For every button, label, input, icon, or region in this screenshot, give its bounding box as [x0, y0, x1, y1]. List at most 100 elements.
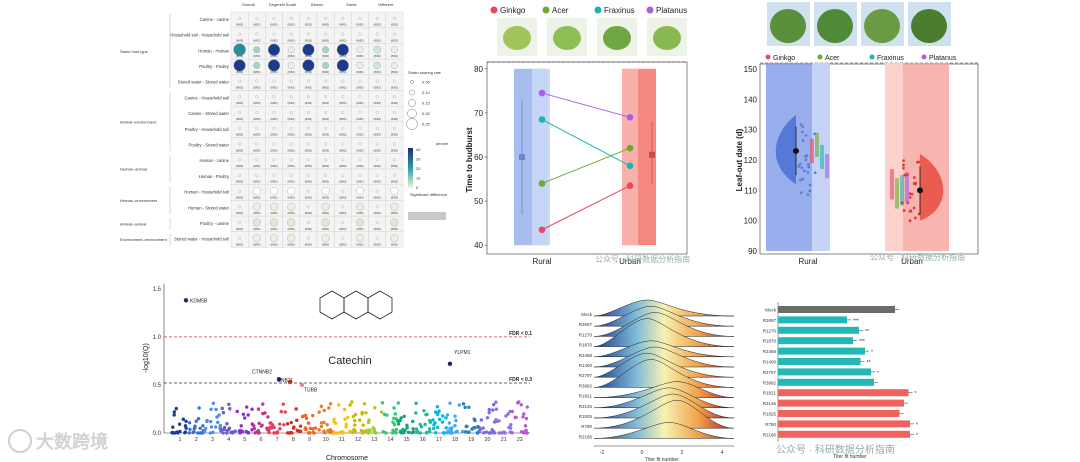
heatmap-dot	[358, 111, 362, 114]
heatmap-cell-count: (8/82)	[374, 211, 381, 215]
significance-stars: **	[867, 360, 871, 366]
heatmap-dot	[392, 16, 396, 20]
snp-point	[435, 425, 440, 430]
snp-point	[508, 426, 513, 430]
x-tick-label: 15	[404, 437, 410, 443]
heatmap-cell-count: (8/82)	[356, 54, 363, 58]
x-tick-label: 21	[501, 437, 507, 443]
size-legend-value: 0.10	[422, 90, 431, 95]
heatmap-cell-count: (8/82)	[391, 148, 398, 152]
snp-point	[364, 411, 368, 415]
heatmap-dot	[238, 79, 242, 83]
urban-point	[913, 216, 917, 220]
heatmap-dot	[336, 59, 349, 72]
x-tick-label: 6	[259, 437, 262, 443]
ridge-row-label: R1870	[579, 343, 593, 348]
heatmap-row-label: Poultry - Stored water	[189, 142, 230, 147]
snp-point	[491, 430, 496, 434]
heatmap-column-header: Kilamo	[311, 2, 324, 7]
snp-point	[201, 424, 205, 428]
gene-label: GNB2L	[277, 378, 294, 384]
snp-point	[467, 405, 471, 410]
snp-point	[424, 412, 428, 417]
snp-point	[478, 428, 482, 433]
heatmap-dot	[306, 16, 310, 20]
size-legend-circle	[406, 118, 418, 130]
urban-point	[626, 182, 634, 189]
heatmap-dot	[375, 189, 379, 193]
snp-point	[484, 430, 489, 434]
snp-point	[304, 427, 308, 432]
colorbar	[408, 148, 413, 188]
snp-point	[319, 424, 324, 429]
heatmap-dot	[392, 95, 396, 99]
urban-point	[908, 219, 912, 223]
heatmap-dot	[390, 202, 399, 211]
rural-point	[800, 166, 804, 170]
heatmap-cell-count: (8/82)	[374, 101, 381, 105]
rural-boxplot	[810, 138, 814, 164]
heatmap-dot	[392, 126, 396, 130]
size-legend-circle	[408, 99, 416, 107]
heatmap-cell-count: (8/82)	[236, 54, 243, 58]
urban-point	[908, 196, 912, 199]
urban-point	[908, 192, 912, 196]
significance-stars: *	[916, 422, 918, 428]
heatmap-dot	[375, 95, 379, 99]
heatmap-cell-count: (8/82)	[253, 86, 260, 90]
x-category-label: Urban	[901, 257, 923, 266]
snp-point	[317, 410, 321, 414]
sig-legend-label: Significant difference (adjusted p < 0.0…	[410, 192, 448, 197]
snp-point	[373, 406, 377, 410]
snp-point	[494, 407, 499, 411]
snp-point	[418, 422, 422, 427]
rural-point	[813, 171, 817, 175]
heatmap-dot	[306, 79, 310, 83]
snp-point	[524, 416, 529, 421]
heatmap-dot	[341, 32, 345, 36]
snp-point	[448, 431, 453, 435]
colorbar-title: percent	[436, 141, 448, 146]
heatmap-dot	[322, 62, 329, 69]
y-tick-label: 80	[474, 65, 483, 74]
heatmap-dot	[341, 16, 345, 20]
urban-point	[900, 201, 904, 205]
snp-point	[261, 402, 265, 406]
urban-point	[912, 206, 916, 210]
heatmap-cell-count: (8/82)	[322, 54, 329, 58]
y-axis-label: -log10(Q)	[143, 343, 150, 373]
rural-point	[802, 169, 806, 173]
urban-point	[912, 176, 916, 179]
snp-point	[513, 415, 518, 420]
heatmap-group-label: Animal–animal	[120, 221, 146, 226]
urban-band-light	[622, 68, 638, 246]
snp-point	[436, 411, 440, 415]
heatmap-cell-count: (8/82)	[322, 164, 329, 168]
snp-point	[205, 418, 209, 423]
heatmap-row-label: Household soil - Household soil	[170, 33, 229, 38]
snp-point	[497, 419, 501, 423]
snp-point	[242, 416, 247, 420]
snp-point	[366, 431, 370, 435]
heatmap-dot	[289, 173, 293, 177]
heatmap-cell-count: (8/82)	[322, 243, 329, 247]
tree-crown	[911, 9, 947, 43]
heatmap-dot	[302, 59, 315, 72]
urban-point	[906, 201, 910, 205]
x-category-label: Rural	[532, 257, 551, 266]
leaf-shape	[653, 26, 681, 50]
heatmap-cell-count: (8/82)	[236, 195, 243, 199]
heatmap-dot	[306, 205, 310, 209]
rural-point	[801, 139, 805, 143]
snp-point	[448, 426, 452, 431]
heatmap-dot	[255, 111, 259, 114]
snp-point	[396, 422, 401, 426]
bar-row-label: R1825	[763, 412, 777, 417]
heatmap-cell-count: (8/82)	[270, 101, 277, 105]
urban-boxplot	[890, 169, 894, 200]
heatmap-dot	[358, 142, 362, 146]
rural-point	[808, 183, 812, 187]
urban-point	[902, 166, 905, 170]
heatmap-cell-count: (8/82)	[288, 101, 295, 105]
heatmap-cell-count: (8/82)	[253, 211, 260, 215]
